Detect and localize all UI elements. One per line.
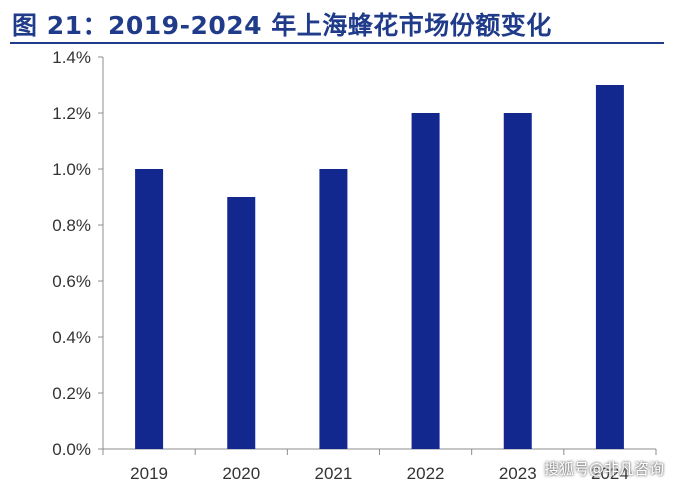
bar-2023 — [503, 113, 532, 449]
y-tick-label: 0.6% — [52, 272, 91, 291]
x-tick-label: 2021 — [315, 464, 353, 483]
bar-2024 — [595, 85, 624, 449]
bar-2019 — [135, 169, 164, 449]
y-tick-label: 1.4% — [52, 48, 91, 67]
y-tick-label: 1.2% — [52, 104, 91, 123]
watermark: 搜狐号@非凡咨询 — [544, 460, 665, 478]
y-tick-label: 0.0% — [52, 440, 91, 459]
y-axis: 0.0% 0.2% 0.4% 0.6% 0.8% 1.0% 1.2% 1.4% — [52, 48, 104, 459]
x-tick-label: 2022 — [407, 464, 445, 483]
bar-2021 — [319, 169, 348, 449]
y-tick-label: 1.0% — [52, 160, 91, 179]
figure-title: 图 21：2019-2024 年上海蜂花市场份额变化 — [12, 11, 552, 40]
title-divider — [10, 42, 664, 44]
x-tick-label: 2019 — [130, 464, 168, 483]
x-tick-label: 2024 — [591, 464, 629, 483]
x-tick-label: 2020 — [222, 464, 260, 483]
y-tick-label: 0.4% — [52, 328, 91, 347]
y-tick-label: 0.8% — [52, 216, 91, 235]
bars — [135, 85, 624, 449]
y-tick-label: 0.2% — [52, 384, 91, 403]
x-tick-label: 2023 — [499, 464, 537, 483]
bar-2022 — [411, 113, 440, 449]
x-axis: 2019 2020 2021 2022 2023 2024 — [102, 448, 657, 483]
bar-2020 — [227, 197, 256, 449]
